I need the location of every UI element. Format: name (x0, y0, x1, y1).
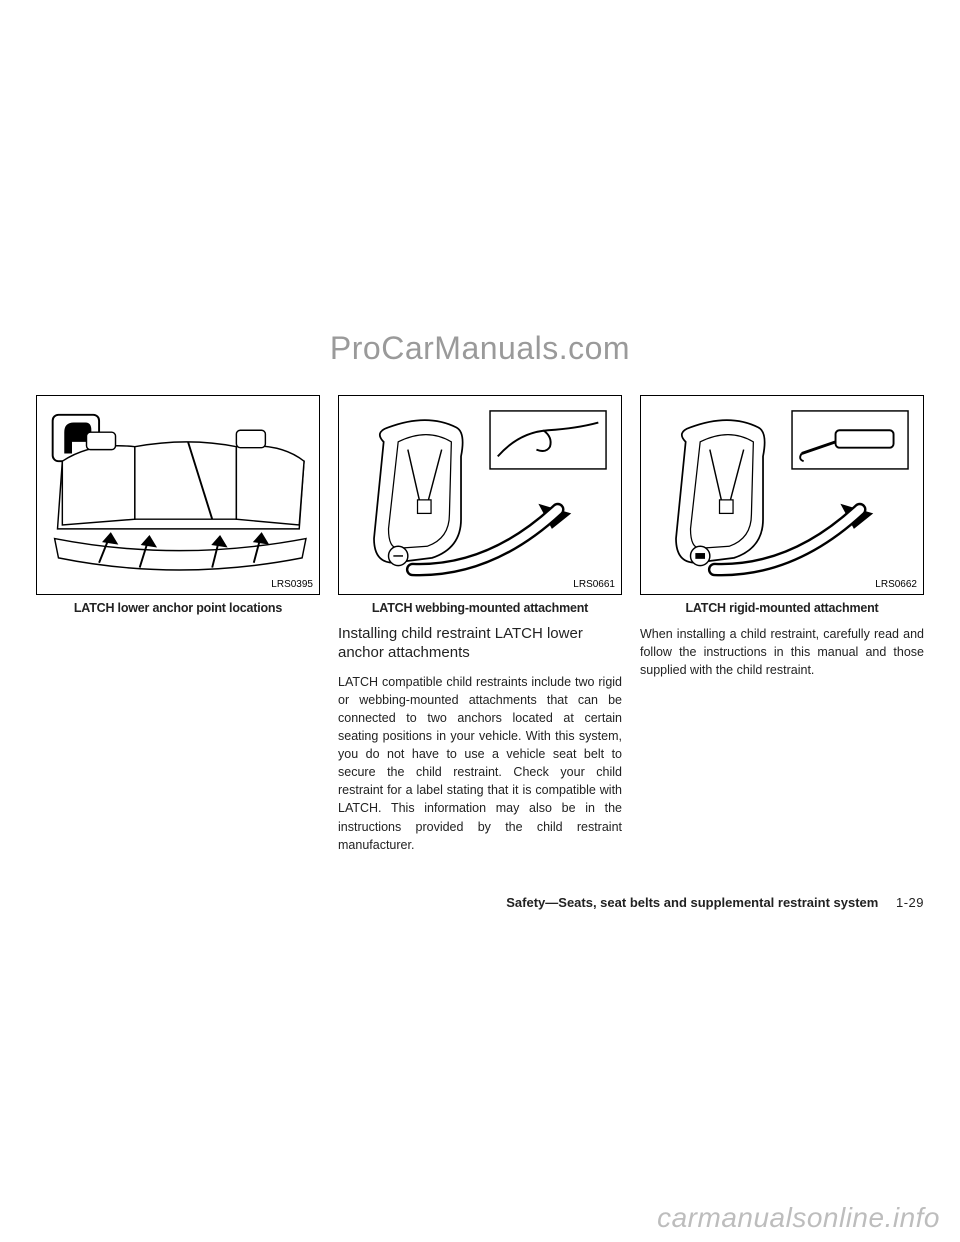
section-subhead: Installing child restraint LATCH lower a… (338, 625, 622, 663)
figure-caption: LATCH webbing-mounted attachment (338, 601, 622, 615)
seat-diagram-icon (43, 400, 314, 590)
body-text: When installing a child restraint, caref… (640, 625, 924, 679)
content-row: LRS0395 LATCH lower anchor point locatio… (36, 395, 924, 854)
watermark-top: ProCarManuals.com (0, 330, 960, 367)
child-seat-rigid-icon (647, 400, 918, 590)
child-seat-webbing-icon (345, 400, 616, 590)
column-3: LRS0662 LATCH rigid-mounted attachment W… (640, 395, 924, 854)
figure-webbing-attachment: LRS0661 (338, 395, 622, 595)
manual-page: ProCarManuals.com (0, 0, 960, 1242)
figure-code: LRS0661 (573, 579, 615, 590)
chapter-title: Safety—Seats, seat belts and supplementa… (506, 895, 878, 910)
figure-anchor-locations: LRS0395 (36, 395, 320, 595)
figure-caption: LATCH rigid-mounted attachment (640, 601, 924, 615)
figure-code: LRS0395 (271, 579, 313, 590)
figure-rigid-attachment: LRS0662 (640, 395, 924, 595)
watermark-bottom: carmanualsonline.info (657, 1202, 940, 1234)
page-footer: Safety—Seats, seat belts and supplementa… (36, 895, 924, 910)
figure-code: LRS0662 (875, 579, 917, 590)
column-2: LRS0661 LATCH webbing-mounted attachment… (338, 395, 622, 854)
column-1: LRS0395 LATCH lower anchor point locatio… (36, 395, 320, 854)
body-text: LATCH compatible child restraints includ… (338, 673, 622, 854)
page-number: 1-29 (896, 895, 924, 910)
figure-caption: LATCH lower anchor point locations (36, 601, 320, 615)
